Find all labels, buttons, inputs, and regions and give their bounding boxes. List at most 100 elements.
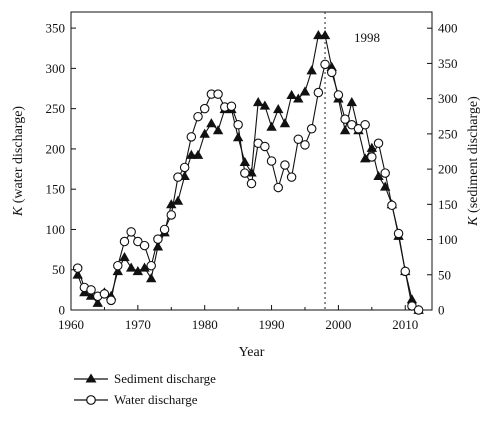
water-point [113, 260, 123, 271]
legend-triangle-icon [74, 373, 108, 383]
water-series [72, 59, 424, 315]
water-point [280, 160, 290, 170]
sediment-point [299, 86, 311, 96]
y-right-tick-label: 100 [438, 232, 458, 247]
sediment-point [313, 30, 324, 40]
water-point [286, 172, 297, 182]
sediment-point [232, 132, 244, 142]
sediment-point [373, 170, 384, 181]
sediment-point [125, 262, 137, 272]
sediment-point [366, 142, 378, 152]
sediment-point [92, 297, 103, 307]
water-point [226, 101, 237, 111]
water-point [373, 138, 384, 149]
y-right-tick-label: 200 [438, 162, 458, 177]
plot-area: 1998 [70, 11, 433, 311]
water-point [233, 120, 243, 130]
water-point [119, 236, 130, 247]
y-left-axis-label: K (water discharge) [11, 106, 26, 217]
water-point [99, 289, 110, 299]
y-left-axis-label-rest: (water discharge) [11, 106, 26, 207]
y-left-axis-label-italic: K [11, 206, 26, 217]
water-point [367, 152, 377, 162]
water-point [86, 285, 96, 295]
sediment-point [259, 100, 271, 110]
axes: 1960 1970 1980 1990 2000 2010Year050100150200… [11, 21, 481, 360]
sediment-point [346, 96, 357, 107]
water-point [400, 266, 411, 277]
sediment-point [119, 251, 130, 262]
y-right-tick-label: 350 [438, 56, 458, 71]
water-point [273, 182, 283, 193]
sediment-point [112, 266, 123, 276]
sediment-point [266, 121, 277, 131]
water-point [186, 132, 197, 142]
sediment-point [279, 118, 291, 128]
water-point [300, 140, 310, 150]
y-left-tick-label: 200 [46, 141, 66, 156]
y-right-axis-label-italic: K [466, 216, 481, 227]
water-point [153, 234, 163, 244]
x-tick-label: 2000 [325, 317, 351, 332]
y-right-tick-label: 50 [438, 267, 451, 282]
water-point [413, 305, 424, 315]
legend-label-water: Water discharge [114, 392, 198, 407]
x-tick-label: 1990 [259, 317, 285, 332]
water-point [179, 162, 190, 173]
water-point [240, 168, 250, 178]
water-point [333, 90, 344, 100]
x-tick-label: 1980 [192, 317, 218, 332]
water-point [199, 103, 210, 114]
sediment-point [199, 128, 210, 138]
water-point [380, 168, 390, 178]
water-point [193, 111, 203, 122]
water-point [146, 260, 156, 271]
water-point [173, 172, 183, 182]
water-point [260, 141, 270, 152]
sediment-point [306, 65, 317, 75]
water-point [313, 87, 324, 98]
sediment-point [212, 125, 224, 135]
y-left-tick-label: 350 [46, 21, 66, 36]
y-left-tick-label: 250 [46, 101, 66, 116]
sediment-point [132, 266, 144, 276]
sediment-point [293, 93, 304, 103]
y-right-axis-label: K (sediment discharge) [466, 96, 481, 227]
sediment-point [206, 118, 217, 128]
y-right-tick-label: 300 [438, 91, 458, 106]
water-point [159, 224, 170, 235]
y-left-tick-label: 0 [59, 303, 66, 318]
water-point [306, 124, 317, 134]
y-right-tick-label: 0 [438, 303, 445, 318]
water-point [246, 178, 257, 189]
y-right-tick-label: 400 [438, 21, 458, 36]
legend-circle-icon [74, 395, 108, 405]
sediment-point [319, 30, 331, 40]
legend-item-sediment: Sediment discharge [74, 370, 216, 388]
x-tick-label: 1970 [125, 317, 151, 332]
sediment-point [186, 149, 197, 159]
y-left-tick-label: 150 [46, 182, 66, 197]
sediment-point [359, 153, 371, 163]
water-point [72, 263, 83, 273]
sediment-point [146, 273, 157, 283]
sediment-point [166, 199, 177, 209]
water-point [320, 59, 330, 70]
water-point [166, 210, 177, 220]
sediment-point [273, 104, 284, 114]
sediment-point [239, 156, 251, 166]
sediment-point [286, 89, 297, 100]
sediment-point [406, 294, 418, 304]
water-point [266, 156, 277, 166]
sediment-point [380, 181, 391, 191]
water-point [213, 89, 223, 99]
water-point [340, 114, 350, 124]
water-point [126, 227, 136, 237]
x-tick-label: 2010 [392, 317, 418, 332]
y-right-axis-label-rest: (sediment discharge) [466, 96, 481, 217]
y-right-tick-label: 150 [438, 197, 458, 212]
sediment-point [139, 262, 150, 272]
sediment-point [192, 149, 204, 159]
water-point [387, 200, 397, 211]
